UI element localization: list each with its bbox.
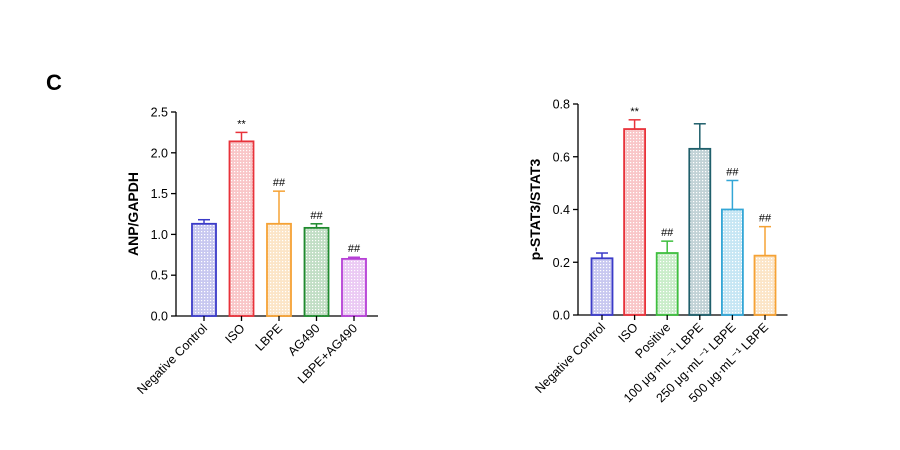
significance-marker: ## <box>661 227 674 239</box>
y-tick-label: 0.5 <box>151 269 168 283</box>
category-label: Negative Control <box>134 321 210 397</box>
y-tick-label: 1.5 <box>151 187 168 201</box>
significance-marker: ## <box>273 177 286 189</box>
anp-gapdh-chart: 0.0 0.5 1.0 1.5 2.0 2.5 ANP/GAPDH Negative Cont… <box>125 106 378 397</box>
y-axis-title: ANP/GAPDH <box>125 172 141 256</box>
y-tick-label: 1.0 <box>151 228 168 242</box>
significance-marker: ## <box>726 166 739 178</box>
y-tick-label: 0.8 <box>553 98 570 112</box>
bar <box>655 252 679 316</box>
bar <box>266 222 292 317</box>
y-tick-label: 0.2 <box>553 256 570 270</box>
bar <box>721 208 744 316</box>
y-tick-label: 2.5 <box>151 106 168 120</box>
y-tick-label: 0.4 <box>553 203 570 217</box>
y-tick-label: 0.0 <box>553 309 570 323</box>
significance-marker: ## <box>348 243 361 255</box>
bar <box>590 257 614 316</box>
bar <box>303 226 330 317</box>
y-tick-label: 0.0 <box>151 310 168 324</box>
y-tick-label: 0.6 <box>553 150 570 164</box>
significance-marker: ## <box>310 210 323 222</box>
category-label: LBPE <box>253 321 286 354</box>
category-label: ISO <box>616 320 641 345</box>
category-label: Negative Control <box>532 320 608 396</box>
significance-marker: ## <box>759 213 772 225</box>
bar <box>688 147 712 316</box>
y-tick-label: 2.0 <box>151 146 168 160</box>
bar <box>623 128 646 316</box>
significance-marker: ** <box>630 106 639 118</box>
bar <box>228 140 255 317</box>
bar <box>191 222 217 317</box>
bar <box>341 257 367 317</box>
category-label: ISO <box>222 321 247 346</box>
bar <box>753 254 777 316</box>
pstat3-stat3-chart: 0.0 0.2 0.4 0.6 0.8 p-STAT3/STAT3 Negative Con… <box>527 98 788 405</box>
significance-marker: ** <box>237 118 246 130</box>
panel-label: C <box>46 70 62 95</box>
y-axis-title: p-STAT3/STAT3 <box>527 158 543 260</box>
